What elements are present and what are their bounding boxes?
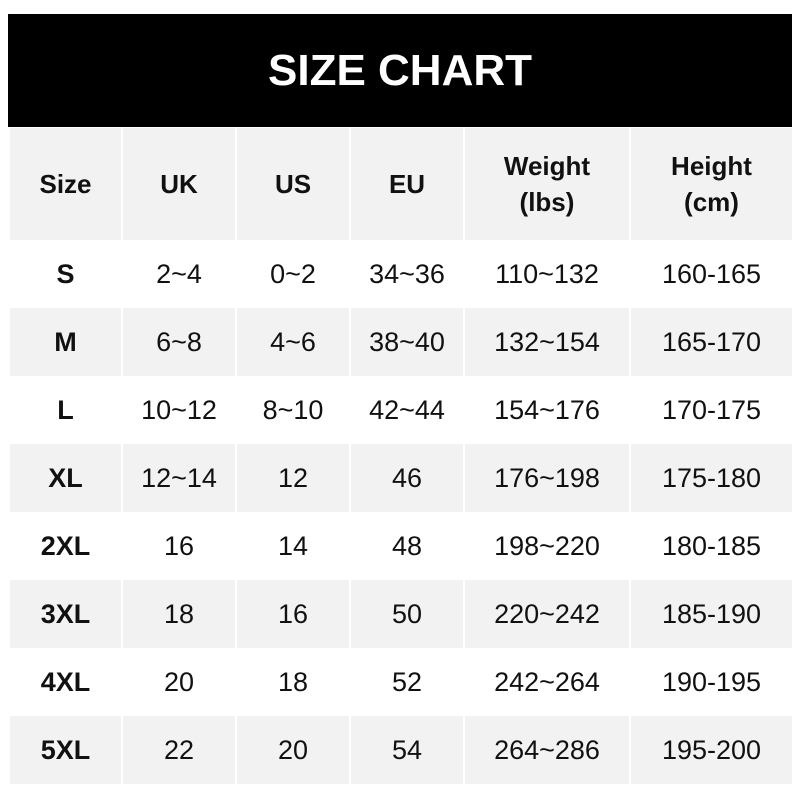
table-cell: 220~242 [463, 580, 631, 648]
table-row: L 10~12 8~10 42~44 154~176 170-175 [8, 376, 794, 444]
size-cell: M [8, 308, 123, 376]
table-cell: 16 [235, 580, 351, 648]
table-cell: 4~6 [235, 308, 351, 376]
table-cell: 180-185 [629, 512, 794, 580]
table-cell: 185-190 [629, 580, 794, 648]
table-cell: 195-200 [629, 716, 794, 784]
table-cell: 34~36 [349, 240, 465, 308]
table-cell: 12 [235, 444, 351, 512]
size-cell: 5XL [8, 716, 123, 784]
table-row: M 6~8 4~6 38~40 132~154 165-170 [8, 308, 794, 376]
table-cell: 46 [349, 444, 465, 512]
table-cell: 154~176 [463, 376, 631, 444]
table-row: 5XL 22 20 54 264~286 195-200 [8, 716, 794, 784]
table-cell: 38~40 [349, 308, 465, 376]
header-row: Size UK US EU Weight (lbs) Height (cm) [8, 128, 794, 240]
table-cell: 190-195 [629, 648, 794, 716]
size-cell: 2XL [8, 512, 123, 580]
table-cell: 42~44 [349, 376, 465, 444]
table-cell: 22 [121, 716, 237, 784]
table-cell: 165-170 [629, 308, 794, 376]
table-row: S 2~4 0~2 34~36 110~132 160-165 [8, 240, 794, 308]
table-cell: 12~14 [121, 444, 237, 512]
table-cell: 50 [349, 580, 465, 648]
table-cell: 132~154 [463, 308, 631, 376]
table-cell: 242~264 [463, 648, 631, 716]
table-cell: 6~8 [121, 308, 237, 376]
table-cell: 176~198 [463, 444, 631, 512]
size-cell: XL [8, 444, 123, 512]
table-cell: 8~10 [235, 376, 351, 444]
size-table: Size UK US EU Weight (lbs) Height (cm) S 2~4 0~… [8, 128, 794, 784]
table-cell: 16 [121, 512, 237, 580]
table-row: 4XL 20 18 52 242~264 190-195 [8, 648, 794, 716]
table-cell: 54 [349, 716, 465, 784]
table-cell: 48 [349, 512, 465, 580]
table-cell: 18 [121, 580, 237, 648]
column-header: Weight (lbs) [463, 128, 631, 240]
table-cell: 10~12 [121, 376, 237, 444]
column-header: Height (cm) [629, 128, 794, 240]
size-cell: 3XL [8, 580, 123, 648]
column-header: UK [121, 128, 237, 240]
size-chart-title: SIZE CHART [8, 14, 792, 127]
table-cell: 14 [235, 512, 351, 580]
table-cell: 264~286 [463, 716, 631, 784]
table-cell: 160-165 [629, 240, 794, 308]
table-row: XL 12~14 12 46 176~198 175-180 [8, 444, 794, 512]
table-cell: 175-180 [629, 444, 794, 512]
size-cell: S [8, 240, 123, 308]
table-cell: 2~4 [121, 240, 237, 308]
table-cell: 52 [349, 648, 465, 716]
table-cell: 198~220 [463, 512, 631, 580]
column-header: Size [8, 128, 123, 240]
table-cell: 170-175 [629, 376, 794, 444]
table-row: 2XL 16 14 48 198~220 180-185 [8, 512, 794, 580]
size-cell: L [8, 376, 123, 444]
column-header: EU [349, 128, 465, 240]
table-cell: 110~132 [463, 240, 631, 308]
table-row: 3XL 18 16 50 220~242 185-190 [8, 580, 794, 648]
table-cell: 20 [121, 648, 237, 716]
table-cell: 0~2 [235, 240, 351, 308]
table-cell: 18 [235, 648, 351, 716]
table-cell: 20 [235, 716, 351, 784]
size-cell: 4XL [8, 648, 123, 716]
column-header: US [235, 128, 351, 240]
